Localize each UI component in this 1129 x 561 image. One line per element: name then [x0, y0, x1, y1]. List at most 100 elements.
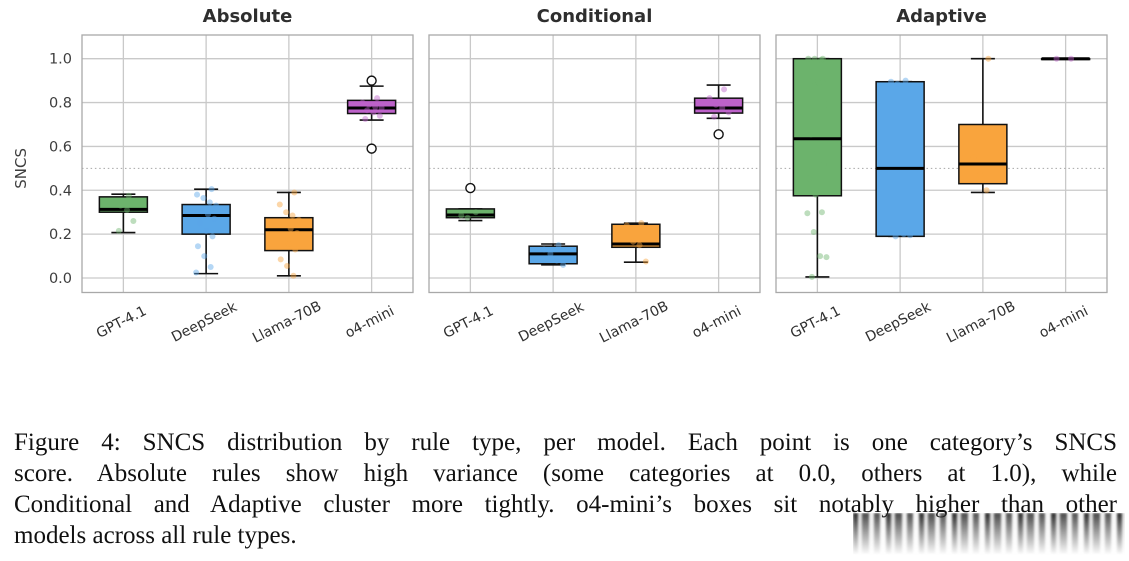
data-point	[194, 191, 201, 198]
data-point	[894, 80, 901, 87]
panel-title: Conditional	[537, 6, 653, 27]
x-tick-label: o4-mini	[343, 303, 397, 341]
print-smudge-artifact	[853, 513, 1125, 555]
data-point	[124, 207, 131, 214]
data-point	[193, 269, 200, 276]
box-llama-70b	[264, 189, 314, 279]
data-point	[125, 192, 132, 199]
panel-title: Adaptive	[896, 6, 987, 27]
data-point	[806, 175, 813, 182]
box-rect	[792, 57, 843, 197]
data-point	[376, 112, 383, 119]
data-point	[472, 209, 479, 216]
data-point	[206, 199, 213, 206]
y-tick-label: 0.4	[49, 183, 72, 199]
data-point	[194, 243, 201, 250]
outlier-point	[366, 75, 377, 86]
box-gpt-4.1	[445, 182, 496, 222]
data-point	[294, 230, 301, 237]
data-point	[818, 209, 825, 216]
data-point	[970, 154, 977, 161]
data-point	[805, 55, 812, 62]
box-gpt-4.1	[98, 192, 149, 234]
data-point	[808, 131, 815, 138]
data-point	[464, 214, 471, 221]
y-tick-label: 0.6	[49, 139, 72, 155]
data-point	[281, 221, 288, 228]
data-point	[115, 227, 122, 234]
data-point	[711, 113, 718, 120]
panel-conditional: Conditional GPT-4.1 DeepSeek Llama-70B o4-mi…	[428, 6, 761, 347]
data-point	[623, 222, 630, 229]
data-point	[283, 209, 290, 216]
data-point	[277, 256, 284, 263]
box-rect	[611, 223, 661, 249]
panel-title: Absolute	[203, 6, 293, 27]
data-point	[287, 225, 294, 232]
box-o4-mini	[693, 84, 744, 140]
data-point	[819, 55, 826, 62]
data-point	[888, 78, 895, 85]
data-point	[810, 228, 817, 235]
data-point	[292, 246, 299, 253]
y-axis-label: SNCS	[12, 148, 30, 189]
data-point	[804, 210, 811, 217]
data-point	[370, 109, 377, 116]
data-point	[630, 238, 637, 245]
x-tick-label: DeepSeek	[169, 299, 240, 346]
data-point	[812, 191, 819, 198]
y-tick-label: 1.0	[49, 52, 72, 68]
box-rect	[958, 123, 1008, 185]
outlier-point	[713, 129, 724, 140]
y-tick-label: 0.0	[49, 271, 72, 287]
data-point	[359, 99, 366, 106]
data-point	[458, 212, 465, 219]
box-deepseek	[528, 242, 578, 268]
caption-line: models across all rule types.	[14, 522, 297, 549]
data-point	[203, 227, 210, 234]
data-point	[907, 232, 914, 239]
x-tick-label: GPT-4.1	[788, 303, 843, 342]
data-point	[285, 241, 292, 248]
data-point	[1053, 55, 1060, 62]
data-point	[130, 217, 137, 224]
data-point	[295, 216, 302, 223]
x-tick-label: GPT-4.1	[94, 303, 149, 342]
box-rect	[445, 208, 496, 219]
data-point	[204, 211, 211, 218]
data-point	[900, 231, 907, 238]
data-point	[200, 194, 207, 201]
outlier-point	[366, 143, 377, 154]
box-llama-70b	[611, 220, 661, 265]
data-point	[364, 107, 371, 114]
data-point	[378, 105, 385, 112]
data-point	[374, 95, 381, 102]
y-tick-label: 0.8	[49, 96, 72, 112]
data-point	[111, 199, 118, 206]
box-rect	[264, 216, 314, 252]
caption-line: Figure 4: SNCS distribution by rule type…	[14, 429, 1117, 456]
box-gpt-4.1	[792, 55, 843, 280]
data-point	[213, 202, 220, 209]
x-tick-label: o4-mini	[690, 303, 744, 341]
data-point	[823, 254, 830, 261]
panel-adaptive: Adaptive GPT-4.1 DeepSeek Llama-70B o4-mini	[775, 6, 1108, 347]
data-point	[642, 258, 649, 265]
data-point	[721, 86, 728, 93]
data-point	[279, 235, 286, 242]
data-point	[706, 95, 713, 102]
data-point	[808, 273, 815, 280]
data-point	[892, 233, 899, 240]
box-deepseek	[181, 186, 231, 276]
box-llama-70b	[958, 55, 1008, 194]
data-point	[284, 262, 291, 269]
data-point	[983, 187, 990, 194]
data-point	[824, 76, 831, 83]
outlier-point	[465, 182, 476, 194]
data-point	[814, 148, 821, 155]
data-point	[985, 55, 992, 62]
box-o4-mini	[346, 75, 397, 154]
data-point	[638, 220, 645, 227]
box-rect	[875, 80, 925, 238]
box-o4-mini	[1040, 55, 1091, 62]
